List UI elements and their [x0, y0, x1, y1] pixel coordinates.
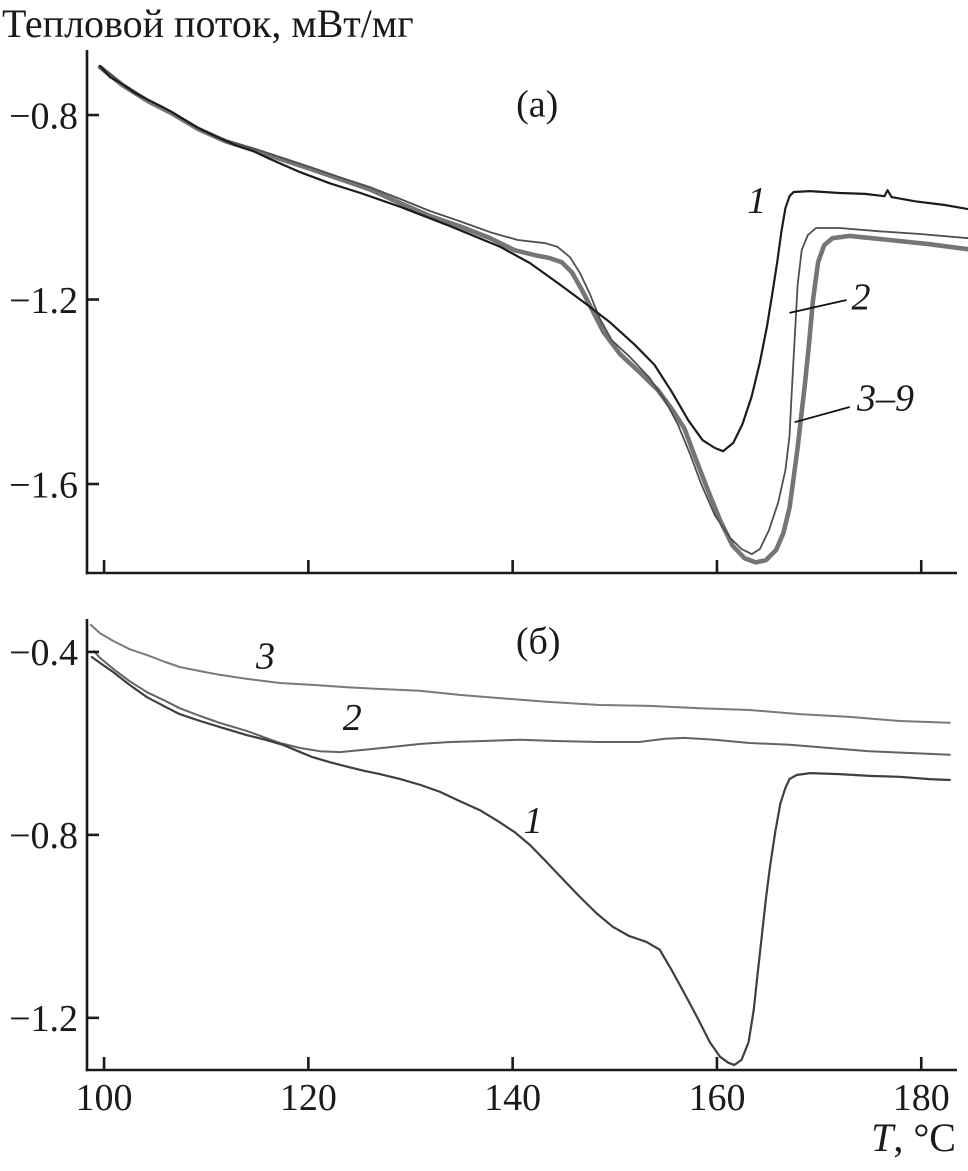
curve-label-3: 3: [255, 635, 275, 677]
curve-2-panel-b: [92, 650, 951, 756]
leader-line: [794, 406, 850, 424]
y-tick-label: −1.2: [9, 998, 78, 1040]
panel-b-plot: −0.4 −0.8 −1.2 100 120 140 160 180 (б) 3 2 1: [9, 619, 957, 1119]
panel-a-plot: −0.8 −1.2 −1.6 (a) 1 2 3–9: [9, 50, 968, 575]
x-tick-label: 140: [484, 1077, 541, 1119]
curve-label-3-9: 3–9: [856, 378, 914, 420]
curve-1-panel-b: [90, 655, 951, 1067]
y-axis-title: Тепловой поток, мВт/мг: [2, 1, 414, 46]
x-tick-label: 180: [893, 1077, 950, 1119]
y-tick-label: −0.4: [9, 632, 78, 674]
curve-label-2: 2: [851, 277, 870, 319]
curve-label-2: 2: [343, 697, 362, 739]
leader-line: [789, 299, 847, 314]
y-tick-label: −0.8: [9, 95, 78, 137]
y-tick-label: −1.6: [9, 464, 78, 506]
curve-label-1: 1: [747, 180, 766, 222]
x-axis-variable: T: [871, 1115, 894, 1160]
x-axis-unit: , °C: [893, 1115, 956, 1160]
x-axis-title: T, °C: [871, 1114, 956, 1161]
y-tick-label: −1.2: [9, 280, 78, 322]
panel-label-(a): (a): [516, 83, 558, 125]
curve-1-panel-a: [98, 65, 968, 453]
x-tick-label: 100: [76, 1077, 133, 1119]
curve-label-1: 1: [524, 800, 543, 842]
panel-label-(б): (б): [516, 620, 561, 662]
x-tick-label: 120: [280, 1077, 337, 1119]
curve-2-panel-a: [99, 65, 968, 555]
curve-3-panel-b: [89, 623, 951, 724]
x-tick-label: 160: [688, 1077, 745, 1119]
y-tick-label: −0.8: [9, 815, 78, 857]
